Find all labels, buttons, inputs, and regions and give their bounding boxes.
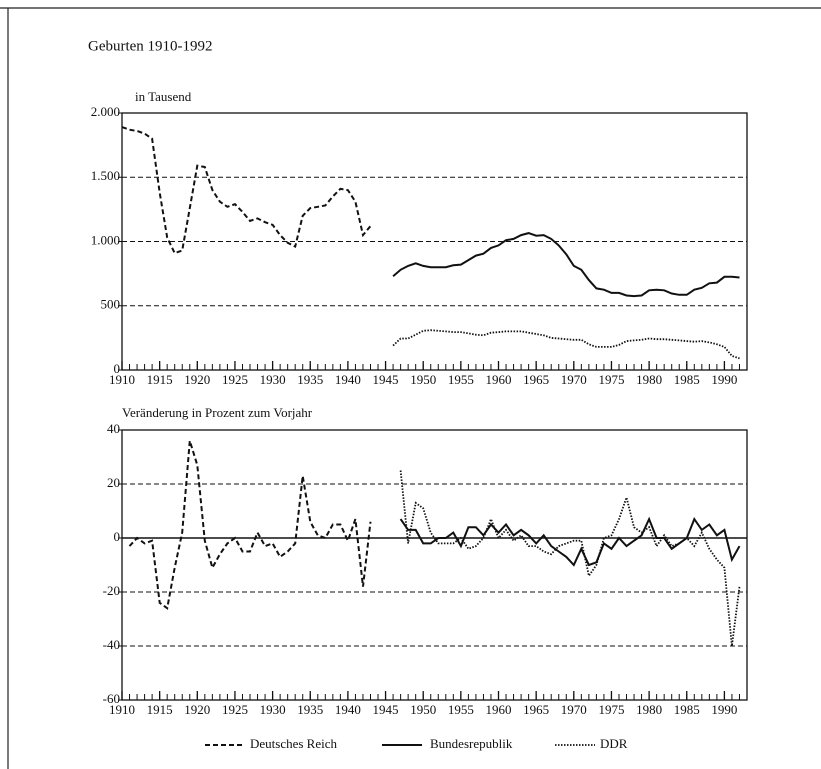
x-tick-label: 1945 bbox=[373, 372, 399, 387]
y-tick-label: 0 bbox=[114, 361, 121, 376]
x-tick-label: 1910 bbox=[109, 702, 135, 717]
y-tick-label: -60 bbox=[103, 691, 120, 706]
x-tick-label: 1935 bbox=[297, 372, 323, 387]
x-tick-label: 1940 bbox=[335, 702, 361, 717]
x-tick-label: 1990 bbox=[711, 702, 737, 717]
plot-frame bbox=[121, 429, 748, 701]
data-line bbox=[399, 516, 741, 567]
x-tick-label: 1950 bbox=[410, 702, 436, 717]
y-tick-label: 40 bbox=[107, 421, 120, 436]
x-tick-label: 1940 bbox=[335, 372, 361, 387]
x-tick-label: 1930 bbox=[260, 702, 286, 717]
x-tick-label: 1975 bbox=[598, 702, 624, 717]
page-title: Geburten 1910-1992 bbox=[88, 38, 213, 54]
x-tick-label: 1970 bbox=[561, 702, 587, 717]
x-tick-label: 1915 bbox=[147, 372, 173, 387]
y-tick-label: -20 bbox=[103, 583, 120, 598]
x-tick-label: 1980 bbox=[636, 702, 662, 717]
x-tick-label: 1910 bbox=[109, 372, 135, 387]
y-tick-label: 500 bbox=[101, 297, 121, 312]
y-tick-label: 0 bbox=[114, 529, 121, 544]
x-tick-label: 1920 bbox=[184, 372, 210, 387]
legend-label: DDR bbox=[600, 736, 628, 751]
y-tick-label: 1.500 bbox=[91, 168, 120, 183]
y-axis-label: in Tausend bbox=[135, 89, 192, 104]
x-tick-label: 1960 bbox=[486, 372, 512, 387]
x-tick-label: 1915 bbox=[147, 702, 173, 717]
x-tick-label: 1970 bbox=[561, 372, 587, 387]
data-line bbox=[392, 329, 740, 360]
x-tick-label: 1965 bbox=[523, 372, 549, 387]
y-tick-label: 1.000 bbox=[91, 232, 120, 247]
x-tick-label: 1990 bbox=[711, 372, 737, 387]
data-line bbox=[128, 440, 372, 610]
x-tick-label: 1985 bbox=[674, 702, 700, 717]
y-tick-label: -40 bbox=[103, 637, 120, 652]
x-tick-label: 1960 bbox=[486, 702, 512, 717]
data-line bbox=[399, 470, 741, 647]
y-axis-label: Veränderung in Prozent zum Vorjahr bbox=[122, 405, 313, 420]
x-tick-label: 1955 bbox=[448, 372, 474, 387]
x-tick-label: 1980 bbox=[636, 372, 662, 387]
x-tick-label: 1935 bbox=[297, 702, 323, 717]
x-tick-label: 1925 bbox=[222, 702, 248, 717]
x-tick-label: 1920 bbox=[184, 702, 210, 717]
legend-label: Deutsches Reich bbox=[250, 736, 338, 751]
x-tick-label: 1925 bbox=[222, 372, 248, 387]
data-line bbox=[121, 126, 372, 255]
y-tick-label: 20 bbox=[107, 475, 120, 490]
legend-label: Bundesrepublik bbox=[430, 736, 513, 751]
x-tick-label: 1965 bbox=[523, 702, 549, 717]
x-tick-label: 1945 bbox=[373, 702, 399, 717]
x-tick-label: 1930 bbox=[260, 372, 286, 387]
x-tick-label: 1985 bbox=[674, 372, 700, 387]
y-tick-label: 2.000 bbox=[91, 104, 120, 119]
data-line bbox=[392, 232, 740, 298]
x-tick-label: 1955 bbox=[448, 702, 474, 717]
x-tick-label: 1950 bbox=[410, 372, 436, 387]
x-tick-label: 1975 bbox=[598, 372, 624, 387]
